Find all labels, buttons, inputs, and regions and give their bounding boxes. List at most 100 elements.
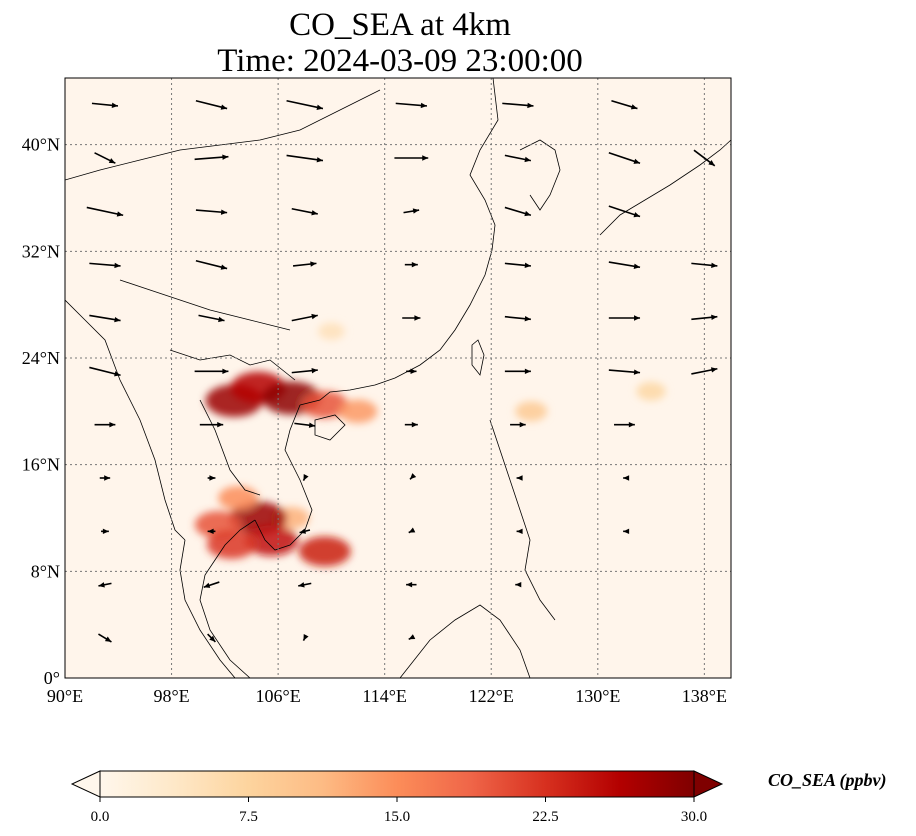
- wind-arrow: [504, 154, 532, 163]
- wind-arrow: [298, 582, 312, 588]
- lat-tick-label: 32°N: [22, 241, 60, 261]
- wind-arrow: [299, 528, 311, 534]
- wind-arrow: [693, 149, 716, 167]
- wind-arrow: [404, 421, 418, 428]
- wind-arrow: [195, 259, 228, 270]
- lat-tick-label: 16°N: [22, 455, 60, 475]
- colorbar-extend-max: [693, 770, 724, 798]
- wind-arrow: [291, 207, 318, 216]
- co-plume: [515, 401, 548, 422]
- wind-arrow: [611, 100, 638, 110]
- map-frame: [64, 77, 732, 679]
- country-border-2: [199, 399, 261, 496]
- wind-arrow: [94, 421, 116, 428]
- wind-arrow: [406, 368, 417, 375]
- co-plume: [301, 391, 349, 419]
- wind-arrow: [608, 315, 641, 321]
- wind-arrow: [614, 421, 635, 428]
- coastline-taiwan: [471, 339, 485, 376]
- wind-arrow: [302, 474, 309, 481]
- colorbar-tick-label: 15.0: [384, 809, 410, 825]
- lon-tick-label: 90°E: [47, 686, 83, 706]
- coastline-japan: [599, 139, 731, 236]
- wind-arrow: [408, 634, 416, 641]
- wind-arrow: [691, 367, 718, 375]
- wind-arrow: [516, 528, 523, 535]
- wind-arrow: [504, 315, 531, 322]
- wind-arrow: [89, 314, 121, 323]
- wind-arrow: [409, 473, 417, 480]
- coastline-hainan: [314, 414, 346, 441]
- wind-arrow: [207, 475, 216, 481]
- wind-arrow: [691, 314, 718, 321]
- lon-tick-label: 130°E: [575, 686, 620, 706]
- co-plume: [244, 525, 299, 557]
- wind-arrow: [504, 368, 531, 375]
- wind-arrow: [203, 581, 220, 589]
- wind-arrow: [608, 205, 641, 218]
- lon-tick-label: 122°E: [469, 686, 514, 706]
- wind-arrow: [302, 634, 309, 641]
- axis-labels: 90°E 98°E 106°E 114°E 122°E 130°E 138°E 0° 8°N 16…: [22, 135, 727, 706]
- coastline-vietnam: [254, 404, 313, 551]
- lat-tick-label: 8°N: [31, 561, 60, 581]
- wind-arrow: [94, 152, 116, 164]
- wind-arrow: [510, 421, 526, 428]
- wind-arrow: [286, 99, 324, 110]
- wind-arrow: [294, 422, 316, 428]
- wind-arrow: [608, 261, 641, 269]
- wind-arrow: [406, 581, 417, 588]
- colorbar-gradient: [99, 770, 695, 798]
- wind-arrow: [291, 313, 318, 322]
- wind-arrow: [207, 633, 216, 643]
- map-title-line2: Time: 2024-03-09 23:00:00: [217, 43, 583, 79]
- wind-arrow: [408, 527, 416, 534]
- lon-tick-label: 114°E: [362, 686, 407, 706]
- co-plume: [636, 382, 666, 401]
- wind-arrow: [292, 261, 317, 267]
- coastline-china: [299, 78, 499, 406]
- wind-arrow: [195, 99, 228, 110]
- colorbar-extend-min: [70, 770, 101, 798]
- wind-arrow: [394, 155, 429, 161]
- co-plume: [218, 486, 259, 510]
- colorbar-ticks: 0.0 7.5 15.0 22.5 30.0: [91, 797, 707, 825]
- wind-arrow: [515, 581, 522, 588]
- colorbar: 0.0 7.5 15.0 22.5 30.0: [70, 770, 724, 825]
- colorbar-tick-label: 0.0: [91, 809, 110, 825]
- wind-arrow: [402, 315, 421, 321]
- wind-arrow: [99, 475, 111, 481]
- wind-arrow: [98, 633, 112, 643]
- wind-arrow: [623, 475, 630, 481]
- wind-arrow: [502, 102, 534, 109]
- colorbar-tick-label: 30.0: [681, 809, 707, 825]
- co-plume: [318, 322, 345, 341]
- colorbar-tick-label: 22.5: [532, 809, 558, 825]
- wind-arrow: [194, 154, 229, 161]
- wind-arrow: [395, 102, 427, 109]
- wind-arrow: [91, 102, 119, 109]
- lon-tick-label: 138°E: [682, 686, 727, 706]
- wind-arrow: [98, 582, 112, 588]
- lat-tick-label: 40°N: [22, 135, 60, 155]
- coastline-malay: [179, 539, 236, 678]
- map-title-line1: CO_SEA at 4km: [289, 7, 511, 43]
- wind-arrow: [504, 262, 531, 269]
- wind-arrow: [89, 366, 121, 377]
- country-border-3: [119, 279, 291, 331]
- wind-arrow: [608, 152, 641, 164]
- lat-tick-label: 24°N: [22, 348, 60, 368]
- wind-vectors: [86, 99, 718, 643]
- wind-arrow: [291, 367, 318, 374]
- co-plume: [338, 399, 378, 424]
- co-plume: [298, 536, 351, 567]
- coastline-gulf-thailand: [199, 519, 256, 678]
- lon-tick-label: 106°E: [256, 686, 301, 706]
- wind-arrow: [195, 209, 228, 215]
- wind-arrow: [286, 154, 324, 163]
- co-plume: [206, 530, 257, 560]
- wind-arrow: [403, 208, 420, 214]
- coastline-korea: [519, 139, 561, 211]
- coastline-borneo: [399, 604, 531, 678]
